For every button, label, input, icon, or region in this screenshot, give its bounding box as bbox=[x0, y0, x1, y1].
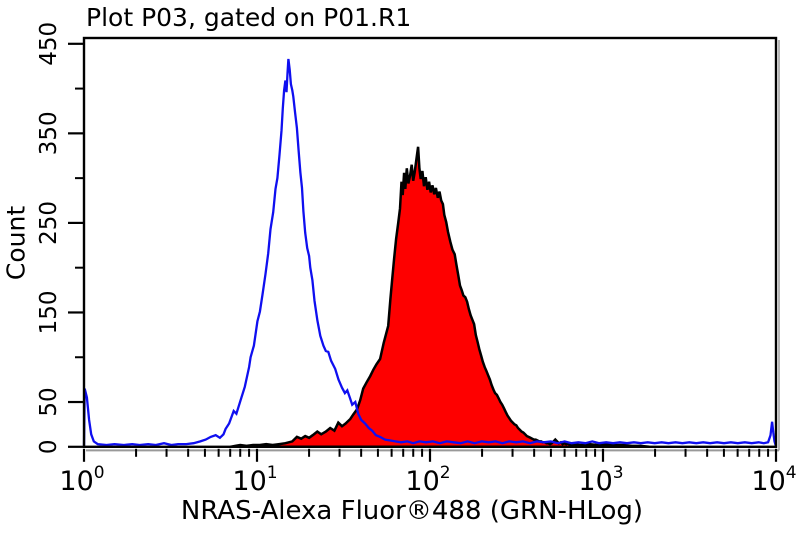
plot-border bbox=[82, 36, 778, 448]
plot-title: Plot P03, gated on P01.R1 bbox=[86, 3, 412, 32]
x-tick-label: 100 bbox=[59, 463, 104, 497]
x-axis-title: NRAS-Alexa Fluor®488 (GRN-HLog) bbox=[180, 496, 644, 526]
y-tick-label: 350 bbox=[36, 111, 62, 155]
red-filled-histogram bbox=[229, 146, 650, 449]
y-axis-title: Count bbox=[1, 205, 31, 281]
y-tick-label: 250 bbox=[36, 201, 62, 245]
y-tick-label: 0 bbox=[36, 439, 62, 454]
blue-open-histogram bbox=[82, 58, 778, 448]
x-tick-label: 104 bbox=[751, 463, 796, 497]
x-tick-label: 102 bbox=[405, 463, 450, 497]
x-tick-label: 103 bbox=[578, 463, 623, 497]
y-tick-label: 50 bbox=[36, 387, 62, 416]
x-tick-label: 101 bbox=[232, 463, 277, 497]
y-tick-label: 150 bbox=[36, 291, 62, 335]
y-tick-label: 450 bbox=[36, 22, 62, 66]
